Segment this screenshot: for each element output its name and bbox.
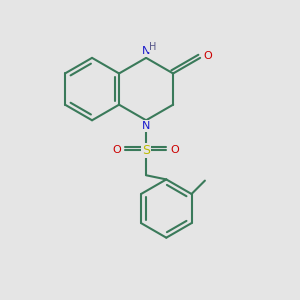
- Text: O: O: [203, 51, 212, 62]
- Text: O: O: [112, 145, 121, 155]
- Text: H: H: [149, 42, 157, 52]
- Text: N: N: [142, 121, 150, 130]
- Text: S: S: [142, 143, 150, 157]
- Text: N: N: [142, 46, 150, 56]
- Text: O: O: [170, 145, 179, 155]
